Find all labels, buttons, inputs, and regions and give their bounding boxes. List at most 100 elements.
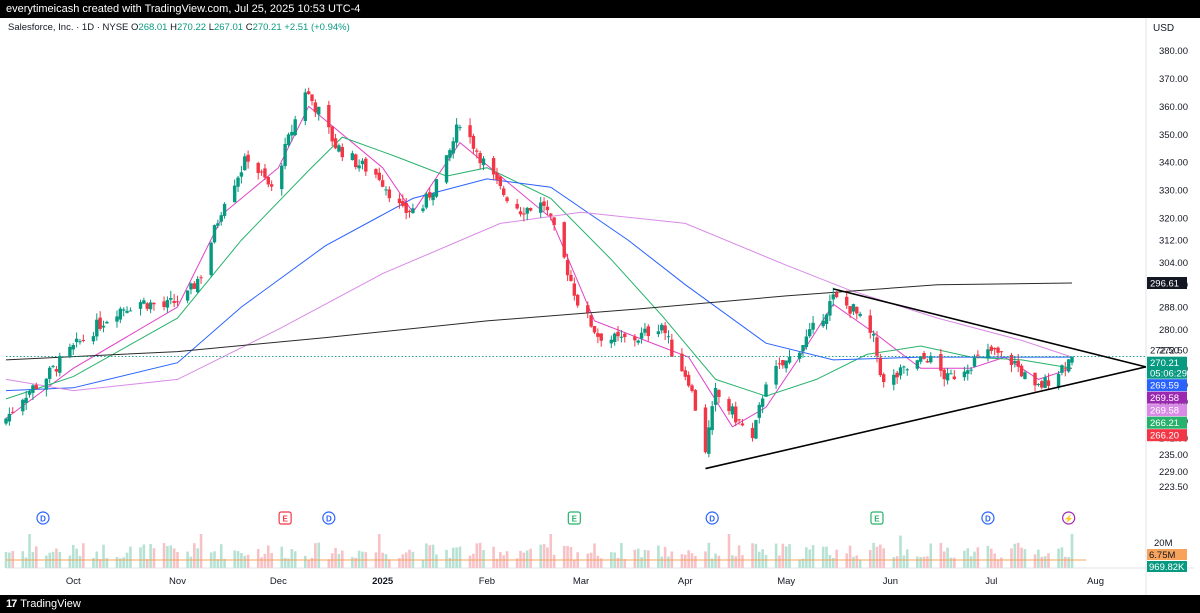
volume-bar — [24, 557, 28, 568]
event-marker-D[interactable]: D — [322, 511, 336, 525]
candles — [4, 87, 1074, 458]
candle-body — [266, 177, 271, 185]
volume-bar — [398, 558, 401, 568]
candle-body — [727, 399, 731, 412]
candle-body — [259, 171, 264, 173]
volume-bar — [993, 553, 996, 568]
volume-bar — [835, 549, 838, 568]
tradingview-logo-icon: 17 — [6, 598, 17, 610]
volume-bar — [734, 556, 738, 568]
footer-brand: TradingView — [20, 598, 81, 610]
chart-frame[interactable] — [6, 18, 1194, 595]
candle-body — [737, 419, 741, 421]
candle-body — [734, 406, 738, 423]
volume-bar — [986, 545, 990, 568]
volume-bar — [340, 550, 344, 568]
volume-bar — [166, 546, 169, 568]
volume-bar — [566, 545, 569, 568]
y-tick-label: 223.50 — [1159, 482, 1188, 493]
change-value: +2.51 (+0.94%) — [284, 22, 350, 33]
event-marker-E[interactable]: E — [278, 511, 292, 525]
candle-body — [703, 407, 708, 453]
candle-body — [290, 131, 294, 136]
candle-body — [781, 360, 785, 366]
volume-bar — [899, 535, 902, 568]
candle-body — [518, 211, 523, 215]
open-label: O — [131, 22, 139, 33]
candle-body — [21, 399, 25, 412]
volume-bar — [710, 558, 714, 568]
candle-body — [458, 127, 462, 129]
triangle-trendline-upper — [833, 288, 1147, 368]
event-marker-⚡[interactable]: ⚡ — [1062, 511, 1076, 525]
candle-body — [454, 124, 459, 143]
candle-body — [263, 168, 267, 178]
volume-bar — [552, 554, 556, 568]
candle-body — [892, 374, 896, 385]
event-marker-D[interactable]: D — [36, 511, 50, 525]
candle-body — [925, 360, 930, 363]
volume-bar — [633, 549, 637, 568]
candle-body — [808, 329, 812, 337]
volume-bar — [731, 555, 734, 568]
volume-bar — [687, 550, 690, 568]
price-label-value: 266.21 — [1150, 418, 1179, 429]
volume-bar — [482, 550, 485, 568]
candle-body — [31, 385, 35, 393]
candle-body — [1043, 377, 1047, 388]
candle-body — [411, 208, 415, 214]
volume-bar — [495, 558, 499, 568]
candle-body — [952, 376, 957, 380]
candle-body — [945, 373, 950, 381]
price-label-bg — [1147, 429, 1187, 442]
candle-body — [115, 316, 119, 322]
y-tick-label: 280.00 — [1159, 325, 1188, 336]
candle-body — [757, 404, 761, 418]
event-marker-letter: D — [326, 515, 332, 524]
candle-body — [421, 208, 425, 212]
candle-body — [713, 388, 718, 405]
volume-bar — [902, 555, 906, 568]
candle-body — [51, 365, 55, 367]
candle-body — [105, 321, 109, 324]
earnings-badge — [278, 511, 292, 525]
volume-bar — [1057, 548, 1060, 568]
volume-bar — [515, 558, 519, 568]
low-label: L — [208, 22, 214, 33]
volume-bar — [1067, 556, 1070, 568]
volume-bar — [451, 547, 455, 568]
candle-body — [549, 213, 553, 216]
candle-body — [522, 213, 526, 215]
volume-bar — [377, 534, 381, 568]
volume-bar — [1000, 557, 1003, 568]
volume-bar — [647, 550, 650, 568]
volume-bar — [963, 550, 966, 568]
candle-body — [552, 217, 556, 226]
price-labels: 296.61272.50270.2105:06:29269.59269.5826… — [1147, 277, 1187, 573]
event-marker-D[interactable]: D — [705, 511, 719, 525]
event-marker-letter: E — [282, 515, 288, 524]
volume-bar — [240, 553, 243, 568]
candle-body — [145, 303, 149, 309]
volume-bar — [330, 553, 334, 568]
volume-bar — [751, 543, 754, 568]
volume-tick-label: 20M — [1154, 538, 1173, 549]
event-marker-E[interactable]: E — [567, 511, 581, 525]
event-marker-letter: D — [985, 515, 991, 524]
candle-body — [195, 278, 200, 293]
volume-bar — [458, 546, 462, 568]
event-marker-E[interactable]: E — [870, 511, 884, 525]
candle-body — [586, 305, 590, 313]
volume-bar — [761, 549, 764, 568]
candle-body — [740, 423, 745, 426]
event-marker-D[interactable]: D — [981, 511, 995, 525]
volume-bar — [263, 553, 267, 568]
candle-body — [804, 336, 809, 348]
candle-body — [364, 158, 368, 172]
currency-label[interactable]: USD — [1153, 23, 1175, 34]
volume-bar — [152, 548, 156, 568]
price-label-value: 269.58 — [1150, 393, 1179, 404]
candle-body — [922, 353, 926, 359]
volume-bar — [267, 545, 270, 568]
